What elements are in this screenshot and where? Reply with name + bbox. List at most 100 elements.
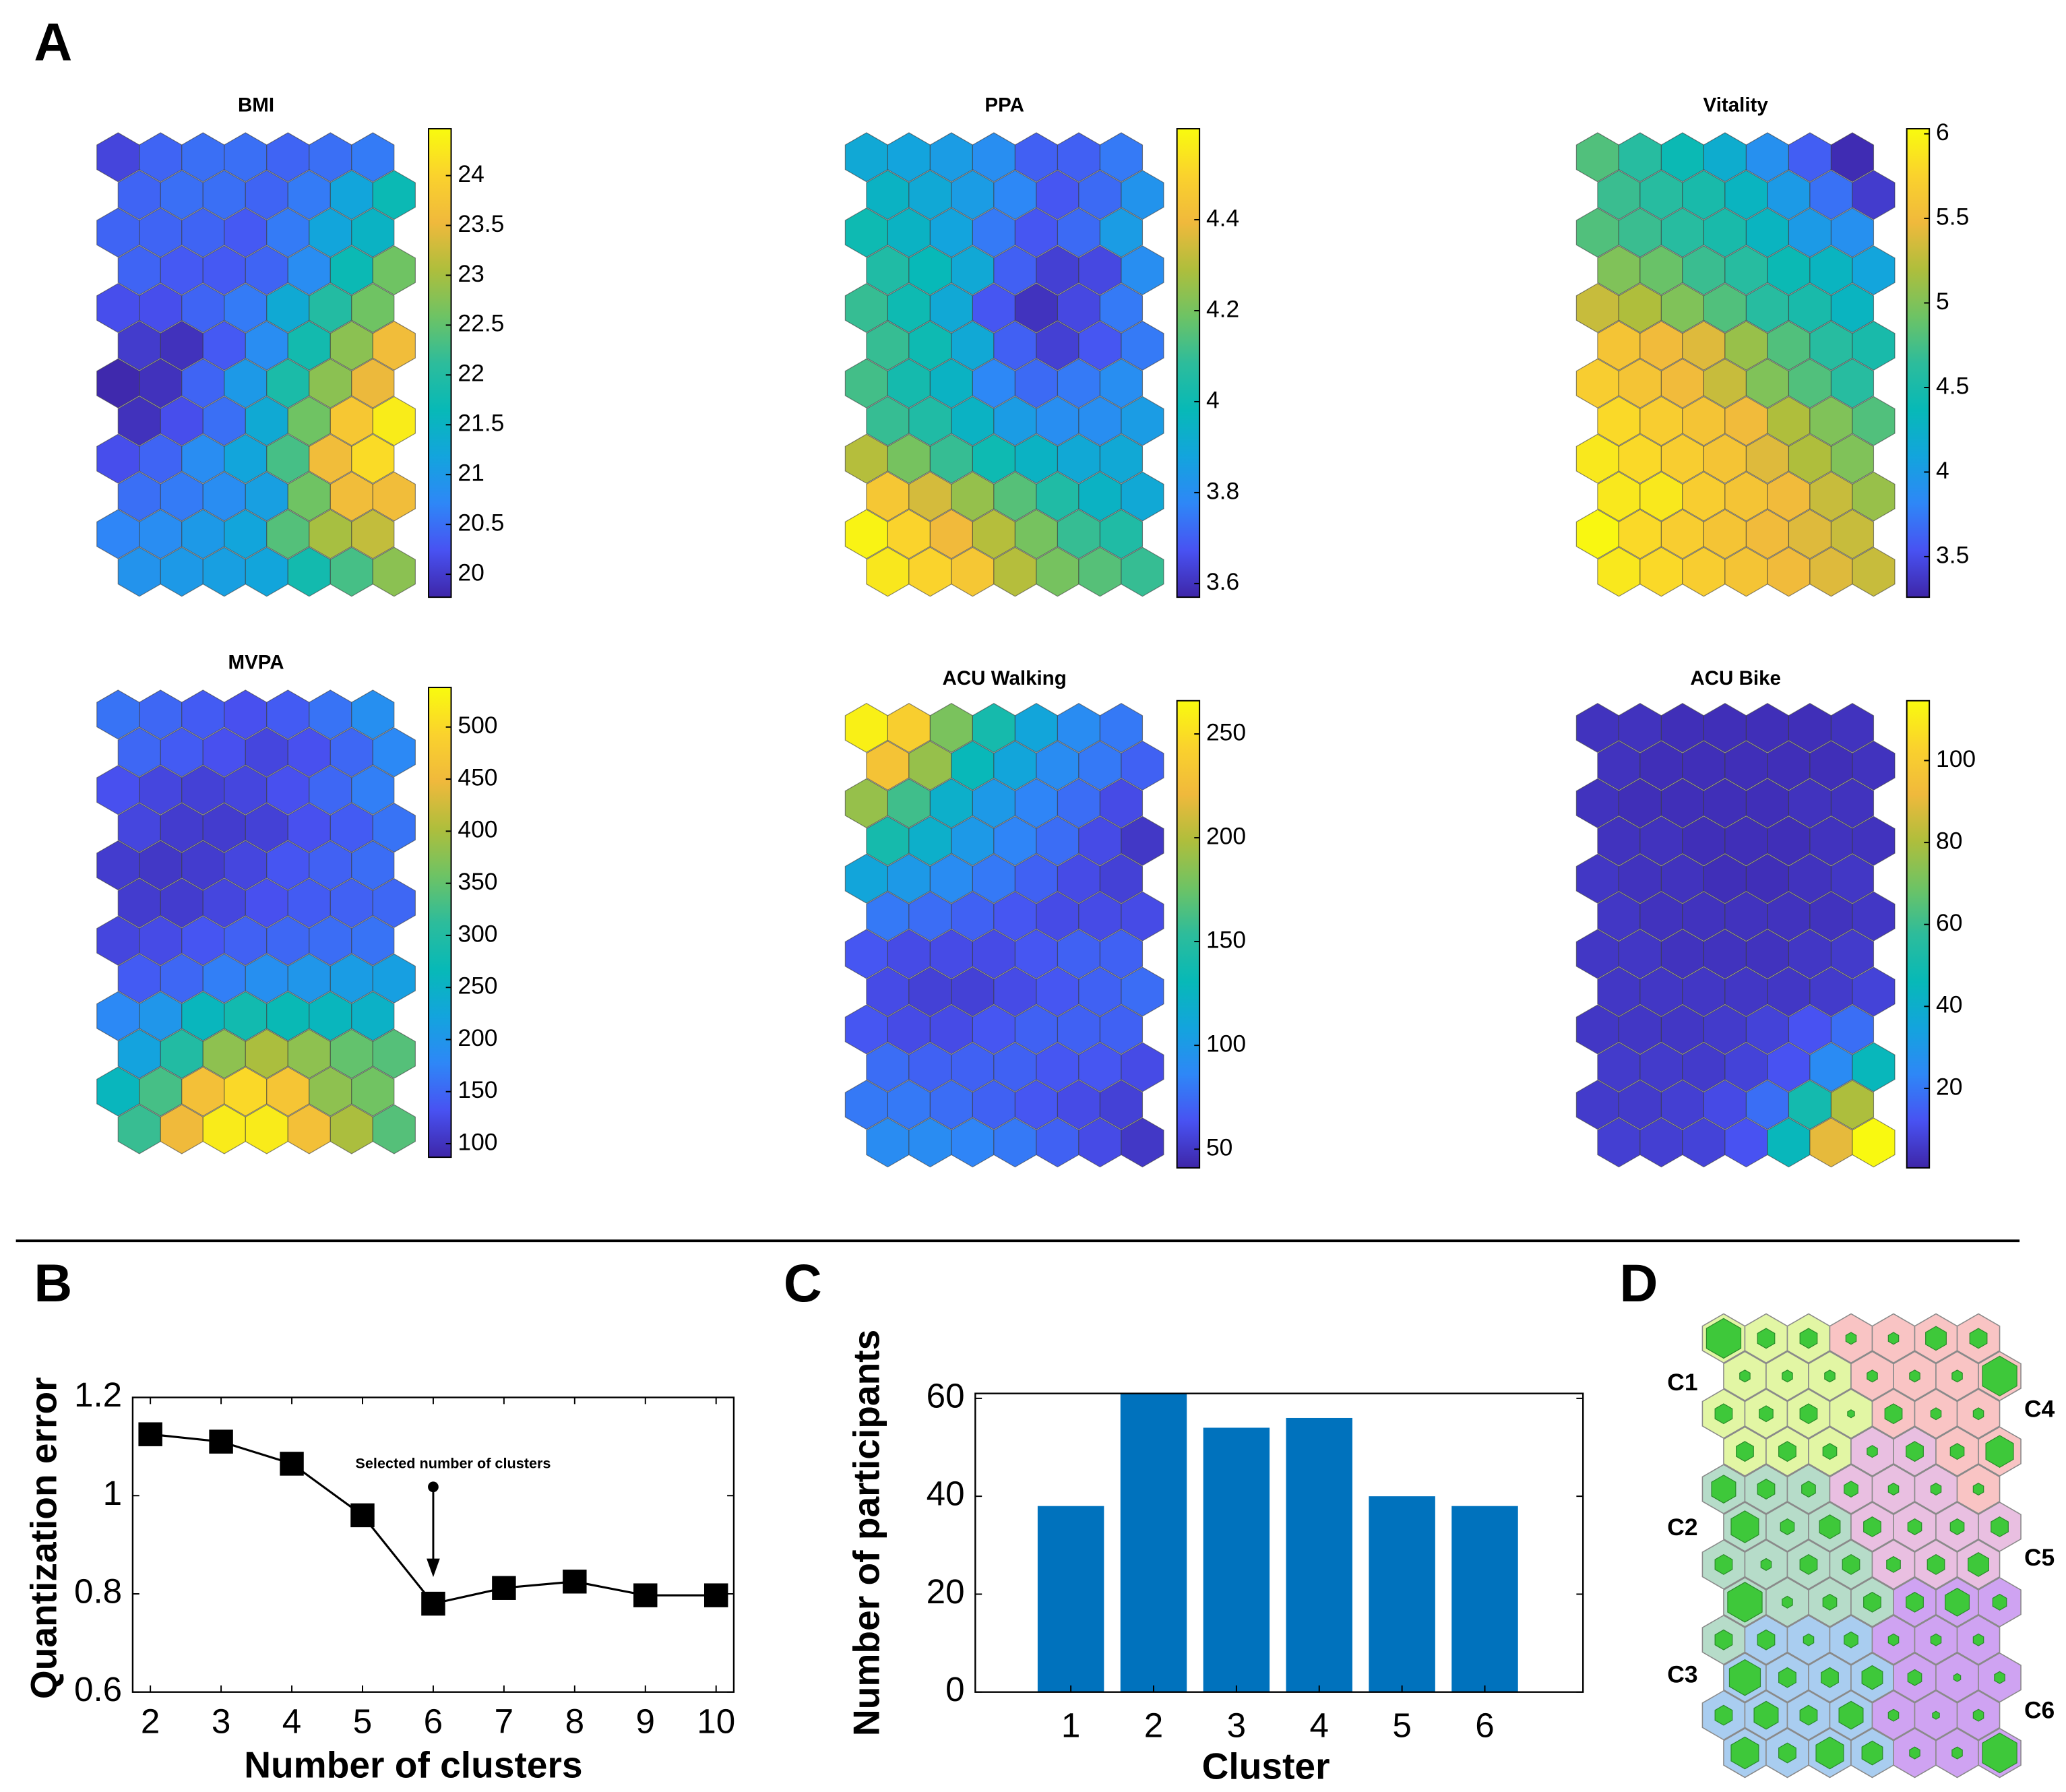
- hit-marker: [1867, 1369, 1878, 1383]
- hex-cell: [1121, 547, 1164, 597]
- map-title: ACU Bike: [1690, 667, 1781, 689]
- hex-cell: [372, 727, 416, 778]
- colorbar: [428, 687, 452, 1158]
- hit-marker: [1842, 1553, 1860, 1575]
- bar: [1037, 1506, 1104, 1692]
- hex-cell: [372, 953, 416, 1003]
- hit-marker: [1887, 1708, 1900, 1722]
- hit-marker: [1972, 1708, 1984, 1722]
- hit-marker: [1782, 1595, 1793, 1609]
- hit-marker: [1951, 1369, 1963, 1383]
- colorbar-tick-label: 100: [1206, 1030, 1246, 1057]
- hex-cell: [1852, 170, 1896, 220]
- hit-marker: [1736, 1441, 1754, 1462]
- hit-marker: [1861, 1740, 1883, 1766]
- hit-marker: [1972, 1633, 1984, 1646]
- hex-cell: [372, 170, 416, 220]
- x-tick-label: 5: [353, 1702, 372, 1740]
- hex-cell: [351, 840, 395, 891]
- colorbar-tick-label: 4.2: [1206, 295, 1239, 322]
- y-axis-label: Quantization error: [22, 1377, 64, 1699]
- hex-cell: [1852, 547, 1896, 597]
- colorbar-tick-label: 150: [458, 1076, 497, 1103]
- hex-cell: [1830, 1080, 1875, 1130]
- hex-cell: [372, 877, 416, 929]
- hit-marker: [1972, 1407, 1984, 1421]
- x-axis-label: Cluster: [1202, 1745, 1330, 1787]
- hex-cell: [1830, 132, 1875, 183]
- hex-cell: [372, 245, 416, 296]
- x-tick-label: 4: [1310, 1706, 1329, 1744]
- hit-marker: [1844, 1481, 1858, 1498]
- hex-cell: [1121, 245, 1164, 296]
- hex-cell: [351, 433, 395, 484]
- colorbar-tick-label: 21.5: [458, 410, 504, 437]
- hit-marker: [1907, 1669, 1922, 1686]
- annotation: Selected number of clusters: [355, 1455, 551, 1472]
- hit-marker: [1982, 1732, 2017, 1774]
- hit-marker: [1815, 1736, 1844, 1770]
- hex-cell: [372, 1104, 416, 1154]
- hit-marker: [1972, 1483, 1984, 1496]
- hex-cell: [1121, 471, 1164, 522]
- colorbar-tick-label: 23.5: [458, 210, 504, 237]
- hex-cell: [1830, 282, 1875, 334]
- colorbar-tick-label: 500: [458, 712, 497, 739]
- hit-marker: [1778, 1742, 1796, 1764]
- hex-cell: [1099, 509, 1144, 559]
- cluster-label: C5: [2024, 1544, 2055, 1571]
- hex-cell: [351, 132, 395, 183]
- hex-cell: [1830, 929, 1875, 979]
- hit-marker: [1925, 1326, 1947, 1351]
- cluster-label: C1: [1667, 1369, 1697, 1396]
- hit-marker: [1887, 1633, 1900, 1646]
- bar: [1120, 1393, 1187, 1692]
- hex-cell: [372, 803, 416, 853]
- hit-marker: [1799, 1704, 1818, 1726]
- bar: [1286, 1417, 1352, 1692]
- hit-marker: [1991, 1516, 2009, 1537]
- hit-marker: [1994, 1671, 2005, 1684]
- hit-marker: [1887, 1332, 1900, 1345]
- colorbar-tick-label: 250: [458, 972, 497, 999]
- hit-marker: [1867, 1445, 1878, 1458]
- colorbar-tick-label: 3.6: [1206, 568, 1239, 595]
- colorbar-tick-label: 3.8: [1206, 477, 1239, 504]
- hex-cell: [1121, 1042, 1164, 1092]
- map-title: BMI: [238, 94, 274, 116]
- hex-cell: [1099, 1080, 1144, 1130]
- hit-marker: [1714, 1403, 1733, 1425]
- hit-marker: [1886, 1555, 1901, 1573]
- colorbar: [1906, 128, 1931, 598]
- x-tick-label: 9: [636, 1702, 655, 1740]
- hit-marker: [1780, 1518, 1795, 1535]
- hex-cell: [351, 208, 395, 258]
- colorbar-tick-label: 21: [458, 460, 484, 487]
- hex-cell: [1830, 1004, 1875, 1055]
- hex-cell: [1121, 320, 1164, 371]
- hit-marker: [1884, 1403, 1903, 1425]
- bar: [1203, 1427, 1270, 1692]
- hit-marker: [1945, 1587, 1970, 1617]
- hex-cell: [1830, 433, 1875, 484]
- hex-cell: [1830, 702, 1875, 753]
- hex-cell: [1852, 471, 1896, 522]
- y-tick-label: 60: [927, 1376, 965, 1415]
- annotation-dot: [428, 1481, 439, 1493]
- x-tick-label: 3: [1227, 1706, 1246, 1744]
- hit-marker: [1753, 1700, 1779, 1730]
- colorbar-tick-label: 250: [1206, 718, 1246, 745]
- colorbar-tick-label: 4.4: [1206, 204, 1239, 231]
- hex-cell: [1830, 853, 1875, 904]
- colorbar-tick-label: 100: [1936, 745, 1976, 772]
- cluster-label: C2: [1667, 1514, 1697, 1541]
- hit-marker: [1727, 1582, 1763, 1623]
- marker: [209, 1429, 233, 1454]
- hex-cell: [372, 547, 416, 597]
- x-tick-label: 6: [424, 1702, 443, 1740]
- colorbar: [1906, 700, 1931, 1169]
- axes-box: [974, 1392, 1584, 1693]
- y-tick-label: 1.2: [74, 1376, 122, 1414]
- hit-marker: [1985, 1435, 2014, 1468]
- hit-marker: [1801, 1481, 1816, 1498]
